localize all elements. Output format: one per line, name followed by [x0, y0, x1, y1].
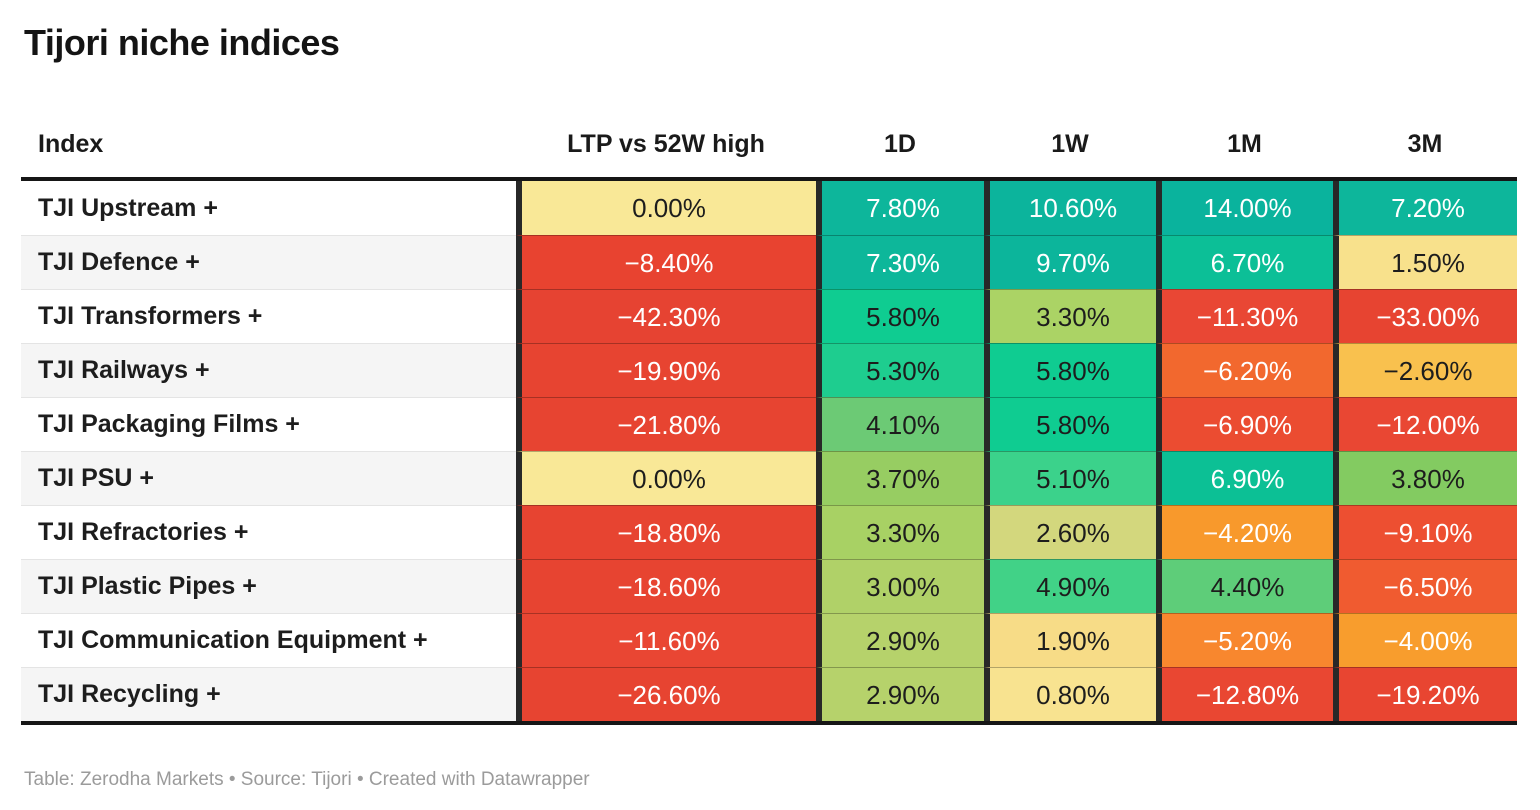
heatmap-cell-1w: 5.80% [984, 343, 1156, 397]
heatmap-cell-3m: −33.00% [1333, 289, 1517, 343]
heatmap-cell-ltp: −42.30% [516, 289, 816, 343]
heatmap-cell-1m: 6.90% [1156, 451, 1333, 505]
heatmap-cell-ltp: −18.80% [516, 505, 816, 559]
heatmap-cell-3m: −2.60% [1333, 343, 1517, 397]
heatmap-cell-1d: 2.90% [816, 613, 984, 667]
heatmap-cell-ltp: −11.60% [516, 613, 816, 667]
column-header-1w: 1W [1051, 130, 1089, 158]
heatmap-cell-ltp: −19.90% [516, 343, 816, 397]
heatmap-cell-1m: −12.80% [1156, 667, 1333, 721]
heatmap-cell-1d: 7.30% [816, 235, 984, 289]
row-label[interactable]: TJI Upstream + [21, 181, 516, 235]
heatmap-cell-1m: −5.20% [1156, 613, 1333, 667]
heatmap-cell-1w: 0.80% [984, 667, 1156, 721]
row-label[interactable]: TJI Communication Equipment + [21, 613, 516, 667]
heatmap-cell-ltp: 0.00% [516, 451, 816, 505]
datawrapper-table-page: Tijori niche indices Index LTP vs 52W hi… [21, 22, 1517, 790]
heatmap-cell-1w: 9.70% [984, 235, 1156, 289]
attribution-footer: Table: Zerodha Markets • Source: Tijori … [24, 769, 590, 790]
column-header-3m: 3M [1407, 130, 1443, 158]
column-header-1m: 1M [1227, 130, 1262, 158]
heatmap-cell-ltp: −18.60% [516, 559, 816, 613]
column-header-index: Index [38, 130, 104, 158]
heatmap-cell-1d: 3.70% [816, 451, 984, 505]
heatmap-cell-3m: 1.50% [1333, 235, 1517, 289]
niche-indices-table: Index LTP vs 52W high 1D 1W 1M 3M TJI Up… [21, 131, 1517, 725]
heatmap-cell-3m: −19.20% [1333, 667, 1517, 721]
heatmap-cell-ltp: −21.80% [516, 397, 816, 451]
heatmap-cell-1w: 3.30% [984, 289, 1156, 343]
heatmap-cell-3m: 7.20% [1333, 181, 1517, 235]
heatmap-cell-1d: 3.30% [816, 505, 984, 559]
table-header-row: Index LTP vs 52W high 1D 1W 1M 3M [21, 131, 1517, 177]
heatmap-cell-ltp: −8.40% [516, 235, 816, 289]
heatmap-cell-1d: 5.30% [816, 343, 984, 397]
heatmap-cell-1w: 2.60% [984, 505, 1156, 559]
row-label[interactable]: TJI Defence + [21, 235, 516, 289]
heatmap-cell-1w: 10.60% [984, 181, 1156, 235]
row-label[interactable]: TJI PSU + [21, 451, 516, 505]
row-label[interactable]: TJI Transformers + [21, 289, 516, 343]
table-row: TJI Railways + −19.90% 5.30% 5.80% −6.20… [21, 343, 1517, 397]
column-header-1d: 1D [884, 130, 916, 158]
table-body: TJI Upstream + 0.00% 7.80% 10.60% 14.00%… [21, 177, 1517, 725]
table-row: TJI Upstream + 0.00% 7.80% 10.60% 14.00%… [21, 181, 1517, 235]
row-label[interactable]: TJI Recycling + [21, 667, 516, 721]
table-row: TJI Plastic Pipes + −18.60% 3.00% 4.90% … [21, 559, 1517, 613]
heatmap-cell-1w: 5.10% [984, 451, 1156, 505]
heatmap-cell-1d: 2.90% [816, 667, 984, 721]
table-row: TJI Packaging Films + −21.80% 4.10% 5.80… [21, 397, 1517, 451]
column-header-ltp-vs-52w-high: LTP vs 52W high [567, 130, 765, 158]
heatmap-cell-ltp: 0.00% [516, 181, 816, 235]
row-label[interactable]: TJI Plastic Pipes + [21, 559, 516, 613]
table-row: TJI Communication Equipment + −11.60% 2.… [21, 613, 1517, 667]
row-label[interactable]: TJI Packaging Films + [21, 397, 516, 451]
heatmap-cell-3m: −9.10% [1333, 505, 1517, 559]
heatmap-cell-1d: 3.00% [816, 559, 984, 613]
heatmap-cell-1m: −6.90% [1156, 397, 1333, 451]
heatmap-cell-1m: 4.40% [1156, 559, 1333, 613]
heatmap-cell-1w: 5.80% [984, 397, 1156, 451]
row-label[interactable]: TJI Railways + [21, 343, 516, 397]
heatmap-cell-1d: 5.80% [816, 289, 984, 343]
page-title: Tijori niche indices [24, 22, 340, 63]
heatmap-cell-3m: −4.00% [1333, 613, 1517, 667]
row-label[interactable]: TJI Refractories + [21, 505, 516, 559]
table-row: TJI Recycling + −26.60% 2.90% 0.80% −12.… [21, 667, 1517, 721]
heatmap-cell-3m: −12.00% [1333, 397, 1517, 451]
heatmap-cell-1d: 7.80% [816, 181, 984, 235]
heatmap-cell-ltp: −26.60% [516, 667, 816, 721]
heatmap-cell-1m: −6.20% [1156, 343, 1333, 397]
heatmap-cell-3m: 3.80% [1333, 451, 1517, 505]
table-row: TJI Refractories + −18.80% 3.30% 2.60% −… [21, 505, 1517, 559]
table-row: TJI PSU + 0.00% 3.70% 5.10% 6.90% 3.80% [21, 451, 1517, 505]
heatmap-cell-1w: 4.90% [984, 559, 1156, 613]
heatmap-cell-1m: −4.20% [1156, 505, 1333, 559]
heatmap-cell-1m: 14.00% [1156, 181, 1333, 235]
heatmap-cell-1m: 6.70% [1156, 235, 1333, 289]
heatmap-cell-1d: 4.10% [816, 397, 984, 451]
table-row: TJI Transformers + −42.30% 5.80% 3.30% −… [21, 289, 1517, 343]
heatmap-cell-1m: −11.30% [1156, 289, 1333, 343]
heatmap-cell-3m: −6.50% [1333, 559, 1517, 613]
heatmap-cell-1w: 1.90% [984, 613, 1156, 667]
table-row: TJI Defence + −8.40% 7.30% 9.70% 6.70% 1… [21, 235, 1517, 289]
